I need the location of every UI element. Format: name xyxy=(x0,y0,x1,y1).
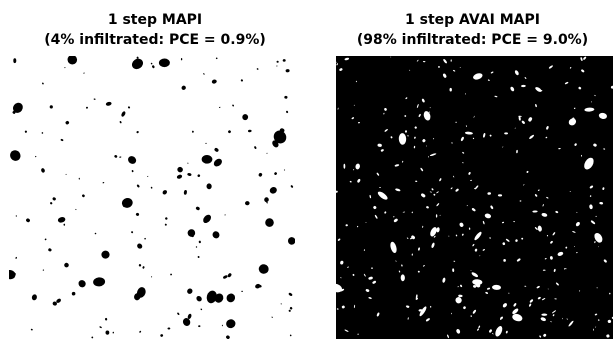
left-panel-title: 1 step MAPI xyxy=(107,12,203,28)
left-panel-subtitle: (4% infiltrated: PCE = 0.9%) xyxy=(44,32,266,48)
left-panel-caption: 1 step MAPI (4% infiltrated: PCE = 0.9%) xyxy=(0,10,310,50)
right-micrograph xyxy=(336,56,613,339)
left-micrograph xyxy=(9,56,295,339)
right-panel-title: 1 step AVAI MAPI xyxy=(405,12,540,28)
right-micrograph-image xyxy=(336,56,613,339)
left-micrograph-image xyxy=(9,56,295,339)
right-panel-subtitle: (98% infiltrated: PCE = 9.0%) xyxy=(356,32,589,48)
right-panel-caption: 1 step AVAI MAPI (98% infiltrated: PCE =… xyxy=(332,10,613,50)
